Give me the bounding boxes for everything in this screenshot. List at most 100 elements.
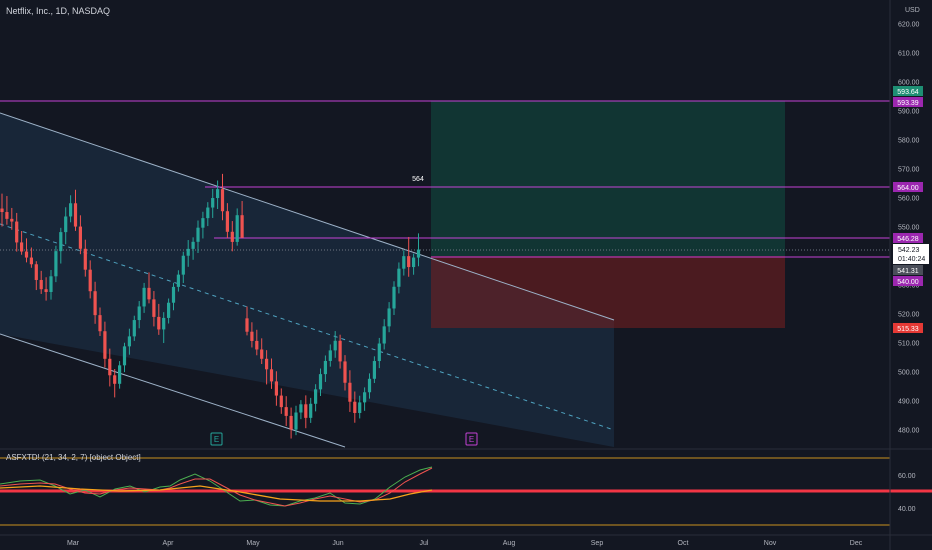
candle-body[interactable]: [206, 207, 210, 219]
candle-body[interactable]: [176, 274, 180, 287]
candle-body[interactable]: [127, 336, 131, 347]
candle-body[interactable]: [88, 269, 92, 292]
candle-body[interactable]: [358, 402, 362, 413]
candle-body[interactable]: [363, 392, 367, 403]
candle-body[interactable]: [103, 331, 107, 359]
candle-body[interactable]: [10, 218, 14, 222]
candle-body[interactable]: [255, 340, 259, 350]
candle-body[interactable]: [412, 257, 416, 268]
candle-body[interactable]: [20, 242, 24, 252]
channel-mid-line[interactable]: [0, 223, 615, 431]
candle-body[interactable]: [196, 227, 200, 242]
candle-body[interactable]: [338, 340, 342, 362]
candle-body[interactable]: [69, 203, 73, 217]
candle-body[interactable]: [240, 215, 244, 238]
candle-body[interactable]: [78, 226, 82, 249]
candle-body[interactable]: [15, 221, 19, 243]
candle-body[interactable]: [382, 326, 386, 344]
candle-body[interactable]: [397, 268, 401, 287]
candle-body[interactable]: [279, 395, 283, 408]
time-axis[interactable]: Mar Apr May Jun Jul Aug Sep Oct Nov Dec: [67, 540, 863, 547]
candles-group[interactable]: [0, 173, 421, 439]
price-tick-label: 490.00: [898, 399, 920, 406]
price-axis[interactable]: 620.00 610.00 600.00 590.00 580.00 570.00 560.…: [898, 22, 920, 435]
candle-body[interactable]: [250, 331, 254, 341]
candle-body[interactable]: [402, 256, 406, 269]
candle-body[interactable]: [29, 257, 33, 265]
candle-body[interactable]: [186, 248, 190, 256]
candle-body[interactable]: [211, 198, 215, 208]
earnings-marker-2[interactable]: [465, 432, 478, 446]
candle-body[interactable]: [348, 382, 352, 402]
candle-body[interactable]: [284, 407, 288, 416]
candle-body[interactable]: [201, 218, 205, 228]
candle-body[interactable]: [294, 412, 298, 430]
candle-body[interactable]: [39, 279, 43, 290]
candle-body[interactable]: [343, 361, 347, 383]
candle-body[interactable]: [323, 360, 327, 375]
candle-body[interactable]: [304, 404, 308, 418]
candle-body[interactable]: [235, 215, 239, 242]
candle-body[interactable]: [260, 349, 264, 359]
candle-body[interactable]: [24, 251, 29, 258]
candle-body[interactable]: [318, 374, 323, 390]
candle-body[interactable]: [49, 276, 53, 292]
candle-body[interactable]: [377, 343, 381, 362]
candle-body[interactable]: [220, 189, 225, 212]
candle-body[interactable]: [142, 287, 146, 307]
candle-body[interactable]: [108, 358, 112, 376]
candle-body[interactable]: [137, 306, 141, 321]
candle-body[interactable]: [167, 302, 171, 318]
candle-body[interactable]: [147, 287, 151, 300]
candle-body[interactable]: [0, 208, 4, 213]
candle-body[interactable]: [309, 403, 313, 418]
candle-body[interactable]: [93, 291, 97, 316]
candle-body[interactable]: [118, 365, 122, 384]
candle-body[interactable]: [113, 375, 117, 384]
symbol-title[interactable]: Netflix, Inc., 1D, NASDAQ: [6, 6, 111, 16]
candle-body[interactable]: [372, 361, 376, 379]
candle-body[interactable]: [216, 189, 220, 199]
candle-body[interactable]: [299, 404, 303, 413]
candle-body[interactable]: [265, 358, 269, 370]
candle-body[interactable]: [162, 317, 166, 330]
candle-body[interactable]: [64, 216, 68, 233]
candle-body[interactable]: [122, 346, 127, 366]
indicator-title[interactable]: ASFXTD! (21, 34, 2, 7) [object Object]: [6, 453, 141, 462]
candle-body[interactable]: [152, 299, 156, 317]
candle-body[interactable]: [54, 251, 58, 277]
candle-body[interactable]: [245, 318, 249, 332]
candle-body[interactable]: [353, 401, 357, 413]
candle-body[interactable]: [157, 316, 161, 330]
candle-body[interactable]: [225, 211, 229, 232]
candle-body[interactable]: [83, 248, 87, 270]
candle-body[interactable]: [132, 320, 136, 337]
candle-body[interactable]: [416, 249, 421, 258]
candle-body[interactable]: [387, 308, 391, 327]
candle-body[interactable]: [328, 350, 332, 361]
candle-body[interactable]: [171, 286, 176, 303]
channel-upper-line[interactable]: [0, 112, 615, 321]
candle-body[interactable]: [314, 389, 318, 404]
level-564-tag: [893, 182, 923, 192]
candle-body[interactable]: [333, 340, 337, 351]
channel-lower-line[interactable]: [0, 333, 346, 448]
candle-body[interactable]: [274, 381, 278, 396]
candle-body[interactable]: [392, 286, 396, 309]
candle-body[interactable]: [59, 232, 63, 252]
candle-body[interactable]: [269, 369, 274, 382]
earnings-marker-1[interactable]: [210, 432, 223, 446]
price-tick-label: 580.00: [898, 138, 920, 145]
candle-body[interactable]: [5, 212, 9, 219]
candle-body[interactable]: [73, 203, 78, 227]
candle-body[interactable]: [230, 231, 234, 242]
candle-body[interactable]: [44, 289, 48, 292]
candle-body[interactable]: [181, 255, 185, 275]
candle-body[interactable]: [407, 256, 411, 268]
candle-body[interactable]: [191, 241, 195, 249]
candle-body[interactable]: [98, 315, 102, 332]
candle-body[interactable]: [289, 415, 293, 430]
candle-body[interactable]: [34, 264, 38, 280]
candle-body[interactable]: [367, 378, 372, 393]
